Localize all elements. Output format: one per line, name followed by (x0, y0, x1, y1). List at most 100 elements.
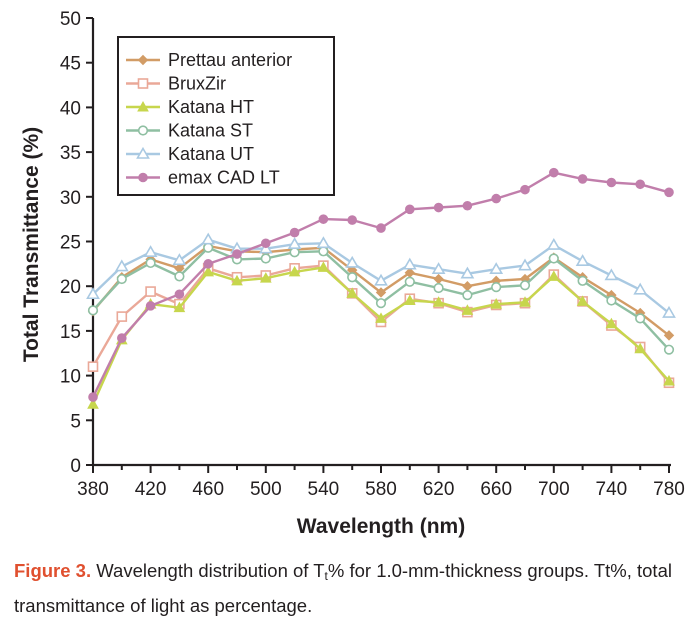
x-axis-title: Wavelength (nm) (297, 515, 465, 538)
data-point (462, 290, 473, 301)
x-tick-label: 620 (423, 479, 455, 500)
data-point (374, 273, 388, 286)
data-point (633, 282, 648, 295)
data-point (289, 247, 300, 258)
data-point (549, 167, 559, 178)
data-point (375, 312, 387, 323)
x-tick-label: 460 (192, 479, 224, 500)
data-point (346, 287, 359, 298)
data-point (491, 193, 502, 204)
data-point (318, 246, 329, 257)
y-tick-label: 15 (60, 322, 81, 343)
data-point (402, 257, 417, 270)
legend-label: Katana ST (168, 121, 253, 141)
legend-swatch-marker (138, 172, 148, 183)
data-point (114, 259, 129, 272)
data-point (433, 273, 444, 285)
data-point (232, 249, 242, 259)
data-point (433, 282, 444, 294)
data-point (491, 281, 502, 293)
data-point (116, 311, 128, 322)
data-point (201, 232, 216, 245)
data-point (345, 255, 360, 268)
data-point (577, 174, 588, 184)
legend-item: Katana UT (126, 144, 254, 164)
data-point (203, 242, 214, 253)
data-point (519, 296, 531, 307)
data-point (664, 187, 674, 198)
data-point (520, 184, 530, 195)
data-point (461, 304, 474, 315)
data-point (88, 392, 98, 402)
y-tick-label: 45 (60, 54, 81, 75)
data-point (663, 344, 675, 355)
data-point (462, 280, 473, 292)
data-point (519, 280, 531, 291)
y-tick-label: 35 (60, 143, 81, 164)
x-tick-label: 780 (653, 479, 685, 500)
legend-box (117, 36, 335, 196)
series-katana-ht (87, 261, 675, 409)
data-point (547, 270, 560, 281)
caption-subscript: t (324, 569, 328, 583)
x-tick-label: 580 (365, 479, 397, 500)
legend: Prettau anterior BruxZir Katana HT Katana S… (117, 36, 335, 196)
legend-label: emax CAD LT (168, 168, 280, 188)
legend-swatch-marker (137, 78, 149, 89)
data-point (261, 238, 271, 249)
y-tick-label: 10 (60, 367, 81, 388)
legend-label: Katana UT (168, 144, 254, 164)
data-point (605, 317, 618, 329)
data-point (145, 301, 156, 311)
data-point (172, 253, 187, 266)
data-point (288, 265, 301, 277)
data-point (606, 177, 617, 188)
data-point (489, 262, 504, 275)
legend-item: BruxZir (126, 74, 226, 94)
data-point (662, 305, 676, 318)
data-point (433, 202, 444, 213)
x-tick-label: 380 (77, 479, 109, 500)
legend-item: Katana ST (126, 121, 253, 141)
y-axis-title: Total Transmittance (%) (20, 127, 43, 362)
data-point (663, 374, 675, 386)
data-point (231, 274, 243, 286)
data-point (577, 275, 588, 286)
data-point (375, 298, 387, 309)
data-point (576, 295, 589, 306)
legend-swatch-marker (137, 100, 149, 112)
data-point (490, 298, 503, 309)
caption-text-part2: % for 1.0-mm-thickness groups. Tt%, tota… (14, 560, 672, 616)
y-tick-label: 0 (70, 456, 81, 477)
legend-swatch-marker (137, 125, 149, 136)
data-point (460, 266, 475, 279)
y-tick-label: 20 (60, 277, 81, 298)
data-point (403, 294, 416, 306)
data-point (259, 272, 272, 283)
x-tick-label: 500 (250, 479, 282, 500)
x-tick-label: 660 (480, 479, 512, 500)
data-point (575, 254, 590, 266)
legend-item: Katana HT (126, 97, 254, 117)
data-point (663, 330, 675, 341)
data-point (635, 313, 646, 324)
data-point (606, 295, 617, 306)
data-point (145, 257, 156, 269)
legend-label: Prettau anterior (168, 50, 292, 70)
data-point (174, 289, 185, 300)
line-chart: 0 5 10 15 20 25 30 35 40 45 50 380 420 460 500 540 580 62… (20, 9, 685, 538)
data-point (634, 342, 647, 354)
data-point (548, 253, 559, 264)
data-point (87, 361, 99, 372)
data-point (117, 333, 127, 343)
data-point (431, 262, 446, 275)
data-point (287, 237, 302, 249)
data-point (318, 214, 329, 224)
legend-label: Katana HT (168, 97, 254, 117)
data-point (202, 265, 215, 277)
y-tick-label: 50 (60, 9, 81, 30)
series-katana-st (87, 242, 675, 355)
data-point (260, 253, 271, 264)
y-tick-label: 5 (70, 411, 81, 432)
x-tick-label: 700 (538, 479, 570, 500)
